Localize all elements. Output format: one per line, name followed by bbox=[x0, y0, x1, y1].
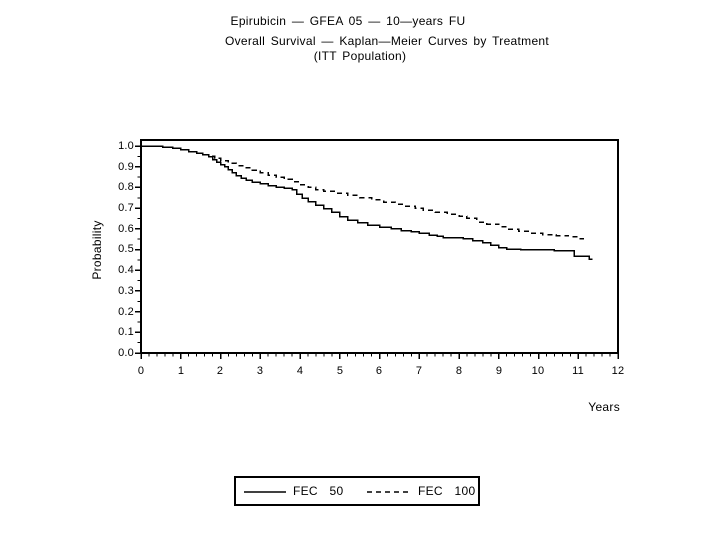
x-tick-label: 1 bbox=[177, 365, 185, 377]
x-tick-label: 12 bbox=[611, 365, 625, 377]
y-tick-label: 0.9 bbox=[118, 161, 134, 173]
y-tick-label: 1.0 bbox=[118, 140, 134, 152]
x-tick-label: 11 bbox=[572, 365, 584, 377]
y-tick-label: 0.7 bbox=[118, 202, 134, 214]
legend-box: FEC 50 FEC 100 bbox=[234, 476, 480, 506]
x-tick-label: 7 bbox=[415, 365, 423, 377]
y-tick-label: 0.4 bbox=[118, 264, 134, 276]
chart-title-line1: Epirubicin — GFEA 05 — 10—years FU bbox=[230, 14, 466, 28]
x-tick-label: 4 bbox=[296, 365, 304, 377]
chart-title-line2: Overall Survival — Kaplan—Meier Curves b… bbox=[224, 34, 550, 48]
y-tick-label: 0.2 bbox=[118, 306, 134, 318]
y-tick-label: 0.0 bbox=[118, 347, 134, 359]
x-tick-label: 3 bbox=[256, 365, 264, 377]
y-tick-label: 0.5 bbox=[118, 243, 134, 255]
x-tick-label: 5 bbox=[336, 365, 344, 377]
y-tick-label: 0.3 bbox=[118, 285, 134, 297]
x-tick-label: 2 bbox=[216, 365, 224, 377]
legend-label-fec50: FEC 50 bbox=[293, 484, 344, 498]
legend-solid-line-sample bbox=[244, 491, 286, 493]
y-tick-label: 0.6 bbox=[118, 223, 134, 235]
x-tick-label: 9 bbox=[495, 365, 503, 377]
legend-label-fec100: FEC 100 bbox=[418, 484, 476, 498]
x-axis-title: Years bbox=[588, 400, 620, 414]
x-tick-label: 6 bbox=[375, 365, 383, 377]
x-tick-label: 10 bbox=[531, 365, 545, 377]
x-tick-label: 0 bbox=[137, 365, 145, 377]
y-tick-label: 0.1 bbox=[118, 326, 134, 338]
chart-title-line3: (ITT Population) bbox=[313, 49, 407, 63]
legend-dashed-line-sample bbox=[367, 491, 409, 493]
x-tick-label: 8 bbox=[455, 365, 463, 377]
y-tick-label: 0.8 bbox=[118, 181, 134, 193]
